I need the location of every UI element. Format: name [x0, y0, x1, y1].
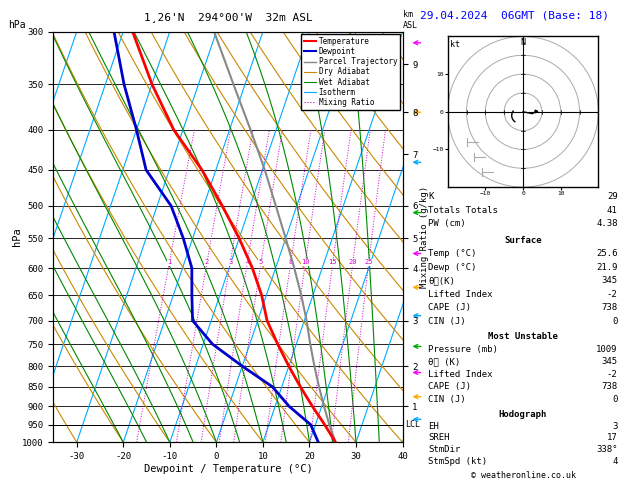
Text: CAPE (J): CAPE (J) — [428, 382, 471, 392]
Text: θᴄ (K): θᴄ (K) — [428, 357, 460, 366]
Text: 4: 4 — [612, 457, 618, 466]
Text: CIN (J): CIN (J) — [428, 317, 466, 326]
Text: Pressure (mb): Pressure (mb) — [428, 345, 498, 354]
Text: Lifted Index: Lifted Index — [428, 290, 493, 299]
Text: 15: 15 — [328, 260, 337, 265]
Text: StmDir: StmDir — [428, 445, 460, 454]
X-axis label: Dewpoint / Temperature (°C): Dewpoint / Temperature (°C) — [143, 464, 313, 474]
Text: 2: 2 — [205, 260, 209, 265]
Text: CIN (J): CIN (J) — [428, 395, 466, 404]
Text: 3: 3 — [228, 260, 232, 265]
Text: 5: 5 — [259, 260, 263, 265]
Text: 25: 25 — [365, 260, 373, 265]
Text: Dewp (°C): Dewp (°C) — [428, 262, 477, 272]
Text: © weatheronline.co.uk: © weatheronline.co.uk — [470, 471, 576, 480]
Text: EH: EH — [428, 421, 439, 431]
Text: 738: 738 — [601, 382, 618, 392]
Text: hPa: hPa — [8, 19, 26, 30]
Text: CAPE (J): CAPE (J) — [428, 303, 471, 312]
Text: 3: 3 — [612, 421, 618, 431]
Text: PW (cm): PW (cm) — [428, 220, 466, 228]
Text: 1: 1 — [167, 260, 172, 265]
Text: Temp (°C): Temp (°C) — [428, 249, 477, 258]
Text: 0: 0 — [612, 395, 618, 404]
Text: 20: 20 — [348, 260, 357, 265]
Legend: Temperature, Dewpoint, Parcel Trajectory, Dry Adiabat, Wet Adiabat, Isotherm, Mi: Temperature, Dewpoint, Parcel Trajectory… — [301, 34, 400, 110]
Text: 738: 738 — [601, 303, 618, 312]
Text: Most Unstable: Most Unstable — [488, 332, 558, 341]
Text: 17: 17 — [607, 434, 618, 442]
Text: Surface: Surface — [504, 236, 542, 244]
Text: km
ASL: km ASL — [403, 10, 418, 30]
Text: 25.6: 25.6 — [596, 249, 618, 258]
Text: K: K — [428, 192, 434, 201]
Text: 338°: 338° — [596, 445, 618, 454]
Text: 4.38: 4.38 — [596, 220, 618, 228]
Text: StmSpd (kt): StmSpd (kt) — [428, 457, 487, 466]
Text: N: N — [521, 38, 525, 47]
Text: 21.9: 21.9 — [596, 262, 618, 272]
Text: 1¸26'N  294°00'W  32m ASL: 1¸26'N 294°00'W 32m ASL — [143, 12, 313, 22]
Text: Lifted Index: Lifted Index — [428, 370, 493, 379]
Text: Totals Totals: Totals Totals — [428, 206, 498, 215]
Text: kt: kt — [450, 40, 460, 49]
Text: -2: -2 — [607, 290, 618, 299]
Text: 10: 10 — [301, 260, 309, 265]
Text: hPa: hPa — [12, 227, 22, 246]
Text: 4: 4 — [245, 260, 250, 265]
Text: 1009: 1009 — [596, 345, 618, 354]
Text: θᴄ(K): θᴄ(K) — [428, 276, 455, 285]
Text: 345: 345 — [601, 357, 618, 366]
Text: 345: 345 — [601, 276, 618, 285]
Y-axis label: Mixing Ratio (g/kg): Mixing Ratio (g/kg) — [420, 186, 430, 288]
Text: LCL: LCL — [405, 420, 420, 429]
Text: -2: -2 — [607, 370, 618, 379]
Text: Hodograph: Hodograph — [499, 410, 547, 418]
Text: 41: 41 — [607, 206, 618, 215]
Text: 29: 29 — [607, 192, 618, 201]
Text: 0: 0 — [612, 317, 618, 326]
Text: 29.04.2024  06GMT (Base: 18): 29.04.2024 06GMT (Base: 18) — [420, 11, 609, 21]
Text: 8: 8 — [289, 260, 293, 265]
Text: SREH: SREH — [428, 434, 450, 442]
